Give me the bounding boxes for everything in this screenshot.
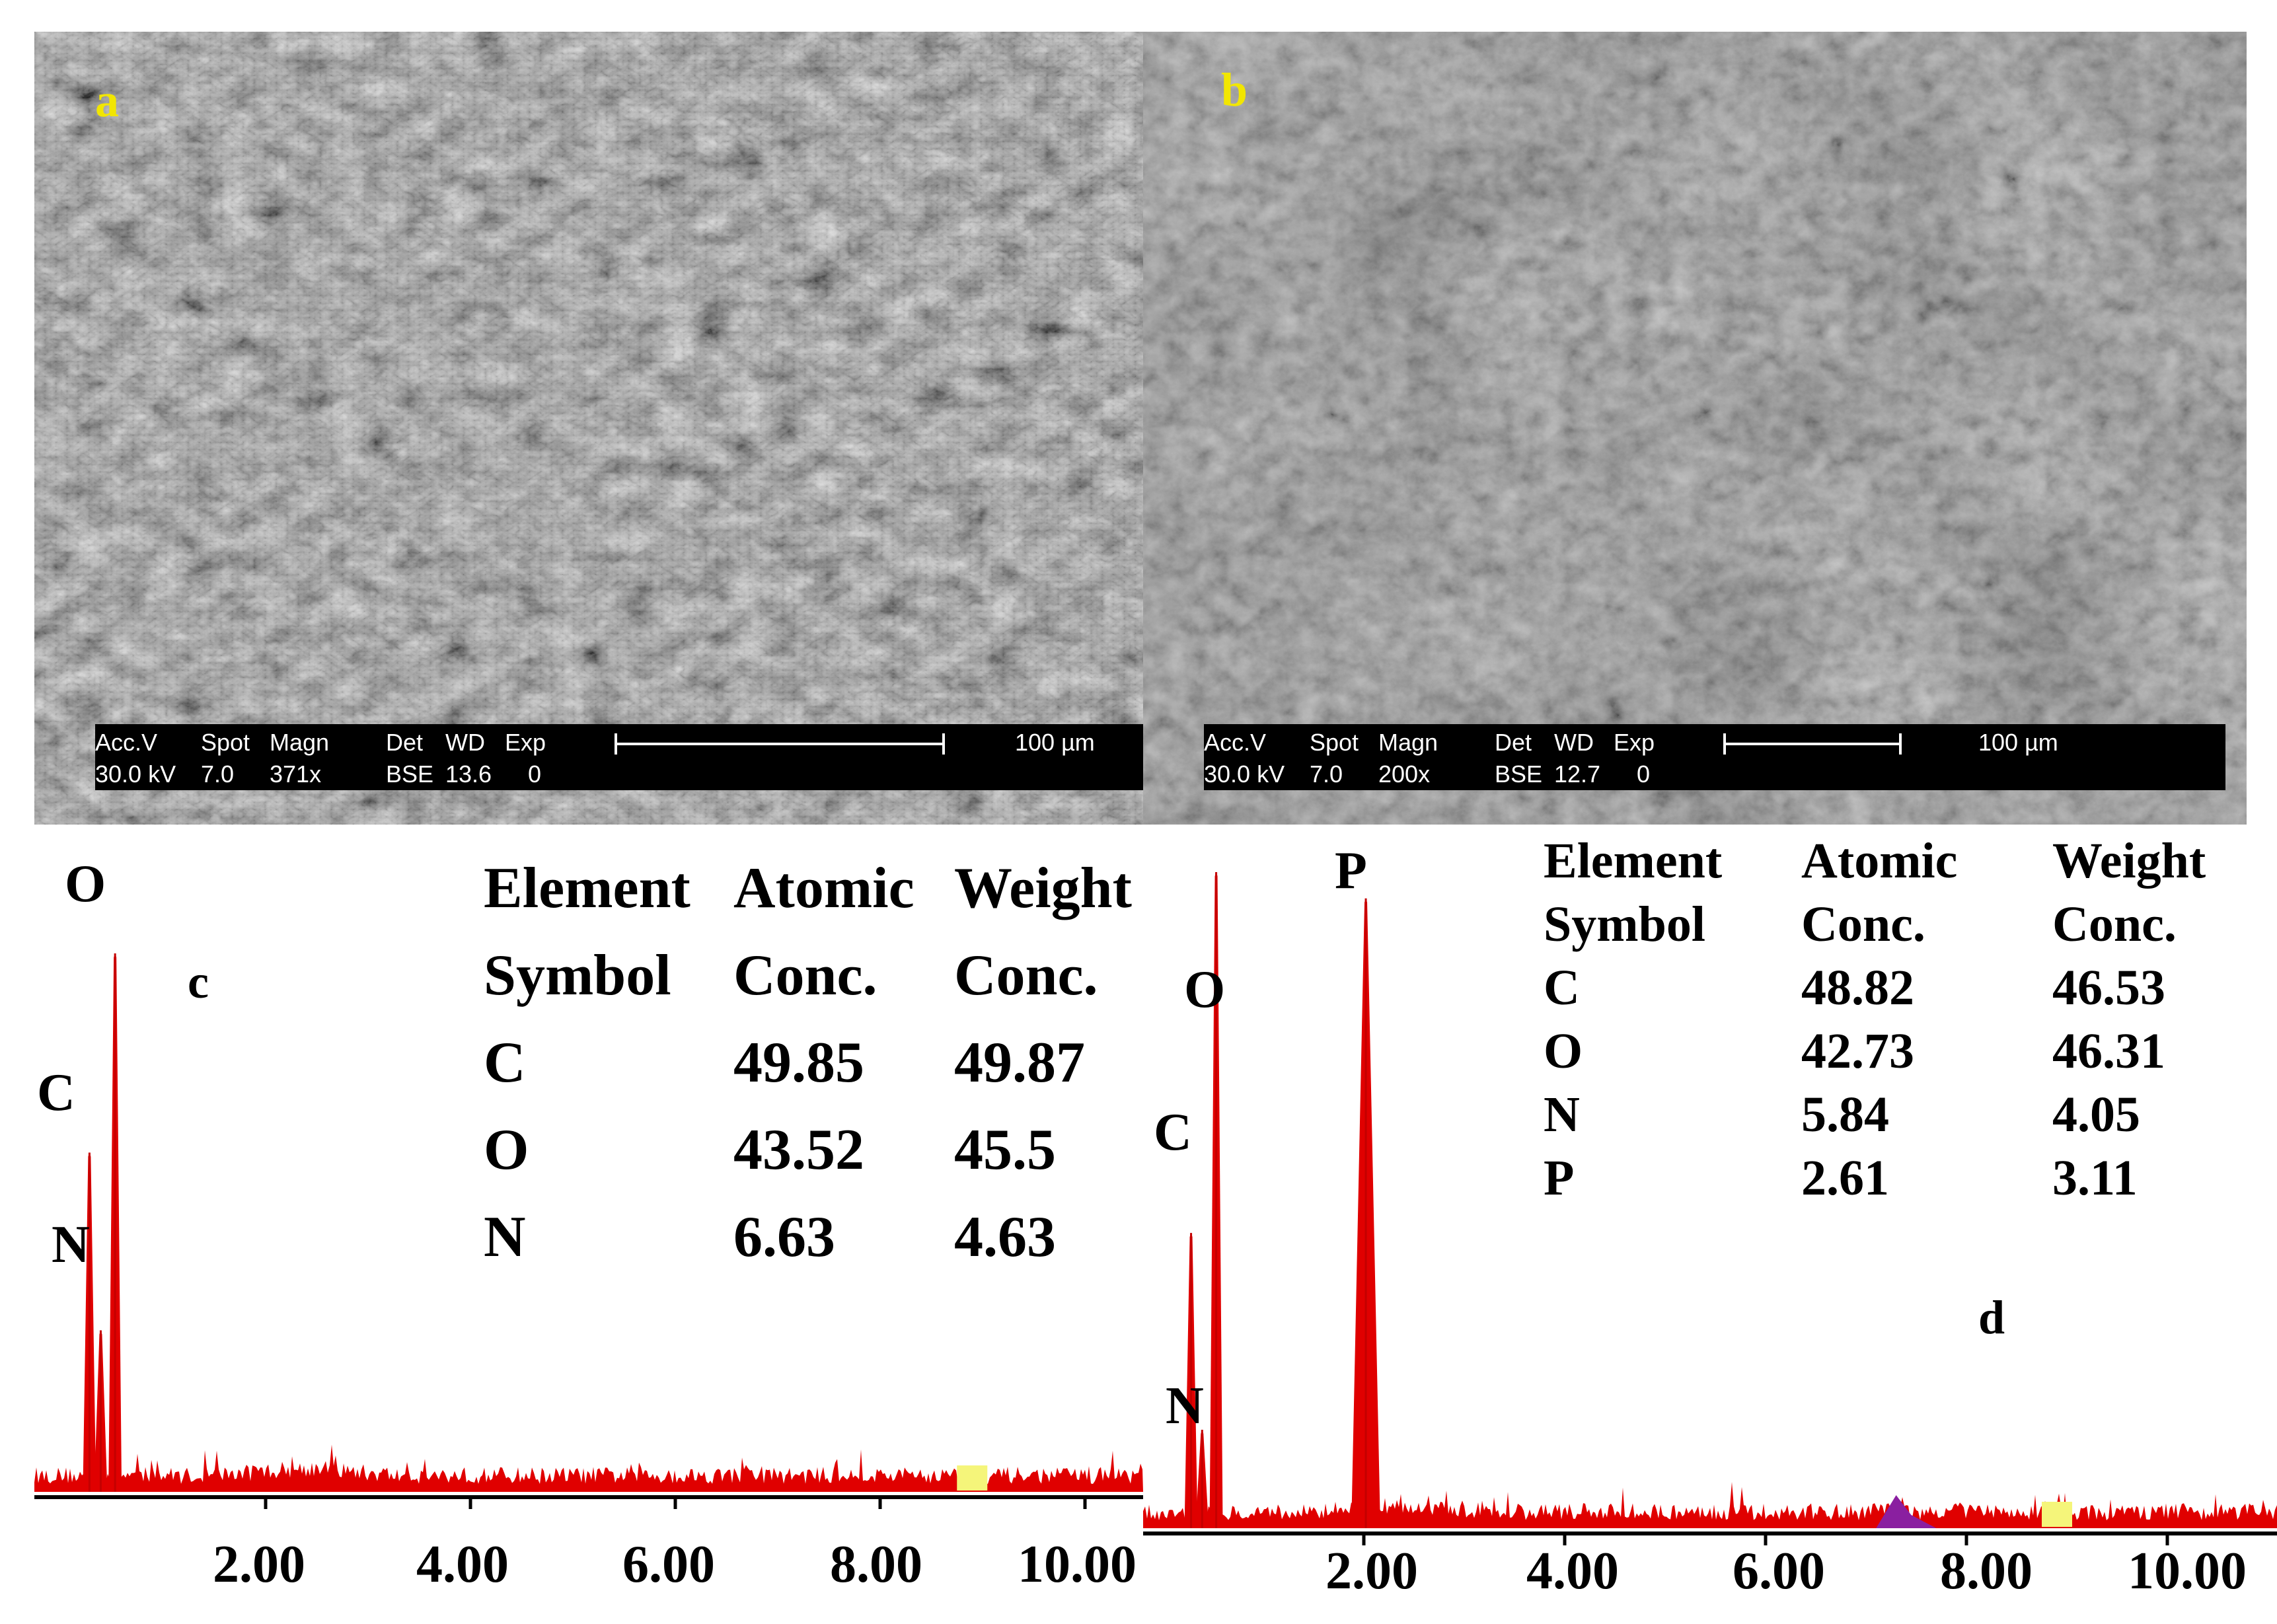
databar-value-magn: 200x — [1378, 760, 1431, 788]
table-header-weight-conc: Conc. — [2052, 897, 2177, 952]
databar-value-wd: 12.7 — [1554, 760, 1601, 788]
table-cell: 6.63 — [733, 1205, 835, 1269]
sem-databar-b: Acc.V Spot Magn Det WD Exp 30.0 kV 7.0 2… — [1204, 724, 2225, 790]
databar-value-magn: 371x — [270, 760, 322, 788]
peak-label-c: C — [37, 1064, 75, 1122]
table-header-weight: Weight — [2052, 833, 2206, 889]
databar-header-accv: Acc.V — [95, 729, 158, 756]
table-header-atomic-conc: Conc. — [1801, 897, 1925, 952]
scale-bar-b — [1723, 733, 1902, 755]
table-cell: O — [1544, 1023, 1583, 1079]
peak-label-o: O — [65, 855, 106, 913]
table-header-atomic: Atomic — [733, 856, 915, 920]
databar-header-magn: Magn — [1378, 729, 1438, 756]
databar-header-wd: WD — [445, 729, 485, 756]
table-cell: 5.84 — [1801, 1087, 1889, 1142]
databar-value-det: BSE — [386, 760, 434, 788]
databar-header-spot: Spot — [201, 729, 250, 756]
databar-header-det: Det — [1495, 729, 1532, 756]
peak-label-c: C — [1154, 1103, 1192, 1162]
databar-header-magn: Magn — [270, 729, 330, 756]
x-tick-label: 2.00 — [213, 1535, 305, 1594]
table-header-element: Element — [1544, 833, 1723, 889]
table-cell: 43.52 — [733, 1118, 864, 1182]
peak-label-o: O — [1184, 961, 1226, 1019]
x-tick-label: 10.00 — [2128, 1542, 2247, 1600]
table-cell: N — [484, 1205, 526, 1269]
panel-label-b: b — [1221, 63, 1248, 116]
table-cell: 45.5 — [954, 1118, 1056, 1182]
table-cell: C — [484, 1031, 526, 1095]
table-cell: O — [484, 1118, 529, 1182]
table-cell: 4.63 — [954, 1205, 1056, 1269]
panel-label-a: a — [95, 74, 119, 127]
table-cell: 3.11 — [2052, 1150, 2138, 1206]
table-header-atomic: Atomic — [1801, 833, 1958, 889]
databar-value-spot: 7.0 — [201, 760, 235, 788]
databar-header-exp: Exp — [505, 729, 546, 756]
peak-label-p: P — [1335, 842, 1367, 900]
element-table-d: Element Atomic Weight Symbol Conc. Conc.… — [1544, 832, 2270, 1229]
databar-value-accv: 30.0 kV — [1204, 760, 1285, 788]
x-tick-label: 6.00 — [622, 1535, 715, 1594]
secondary-trace — [1876, 1495, 1937, 1528]
sem-texture-a — [34, 32, 1143, 825]
sem-image-a: a Acc.V Spot Magn Det WD Exp 30.0 kV 7.0… — [34, 32, 1143, 825]
scale-label-a: 100 µm — [1015, 729, 1095, 756]
x-tick-label: 6.00 — [1733, 1542, 1825, 1600]
databar-value-exp: 0 — [1637, 760, 1651, 788]
eds-spectrum-d: P O C N d Element Atomic Weight Symbol C… — [1143, 825, 2277, 1624]
scale-label-b: 100 µm — [1978, 729, 2058, 756]
spectrum-baseline — [34, 1444, 1143, 1492]
databar-header-wd: WD — [1554, 729, 1594, 756]
table-cell: 49.85 — [733, 1031, 864, 1095]
databar-value-spot: 7.0 — [1310, 760, 1343, 788]
table-cell: 2.61 — [1801, 1150, 1889, 1206]
peak-label-n: N — [52, 1216, 90, 1274]
databar-value-wd: 13.6 — [445, 760, 492, 788]
energy-marker — [2042, 1502, 2072, 1527]
table-cell: 48.82 — [1801, 960, 1914, 1015]
table-header-weight-conc: Conc. — [954, 943, 1098, 1008]
databar-header-det: Det — [386, 729, 424, 756]
eds-plot-d — [1143, 872, 2277, 1545]
scale-bar-a — [615, 733, 945, 755]
x-tick-label: 4.00 — [1526, 1542, 1619, 1600]
panel-label-c: c — [188, 955, 209, 1008]
x-tick-label: 8.00 — [830, 1535, 922, 1594]
table-cell: 46.53 — [2052, 960, 2165, 1015]
x-tick-label: 10.00 — [1018, 1535, 1137, 1594]
element-table-c: Element Atomic Weight Symbol Conc. Conc.… — [484, 855, 1143, 1317]
databar-header-accv: Acc.V — [1204, 729, 1267, 756]
energy-marker — [957, 1465, 988, 1491]
x-tick-label: 8.00 — [1940, 1542, 2033, 1600]
sem-texture-b — [1143, 32, 2247, 825]
databar-value-exp: 0 — [528, 760, 542, 788]
table-header-element: Element — [484, 856, 691, 920]
databar-header-exp: Exp — [1614, 729, 1655, 756]
peak-label-n: N — [1166, 1377, 1204, 1435]
x-tick-label: 2.00 — [1325, 1542, 1418, 1600]
table-cell: N — [1544, 1087, 1580, 1142]
table-header-symbol: Symbol — [1544, 897, 1705, 952]
eds-plot-c — [34, 953, 1143, 1509]
x-tick-label: 4.00 — [416, 1535, 509, 1594]
table-cell: 42.73 — [1801, 1023, 1914, 1079]
databar-header-spot: Spot — [1310, 729, 1359, 756]
eds-spectrum-c: O C N c Element Atomic Weight Symbol Con… — [34, 825, 1143, 1624]
table-cell: C — [1544, 960, 1580, 1015]
sem-image-b: b Acc.V Spot Magn Det WD Exp 30.0 kV 7.0… — [1143, 32, 2247, 825]
table-header-weight: Weight — [954, 856, 1132, 920]
databar-value-accv: 30.0 kV — [95, 760, 176, 788]
databar-value-det: BSE — [1495, 760, 1543, 788]
table-header-symbol: Symbol — [484, 943, 671, 1008]
panel-label-d: d — [1978, 1291, 2005, 1344]
table-header-atomic-conc: Conc. — [733, 943, 877, 1008]
spectrum-baseline — [1143, 1482, 2277, 1528]
sem-databar-a: Acc.V Spot Magn Det WD Exp 30.0 kV 7.0 3… — [95, 724, 1143, 790]
table-cell: 4.05 — [2052, 1087, 2140, 1142]
table-cell: 49.87 — [954, 1031, 1085, 1095]
table-cell: 46.31 — [2052, 1023, 2165, 1079]
table-cell: P — [1544, 1150, 1575, 1206]
